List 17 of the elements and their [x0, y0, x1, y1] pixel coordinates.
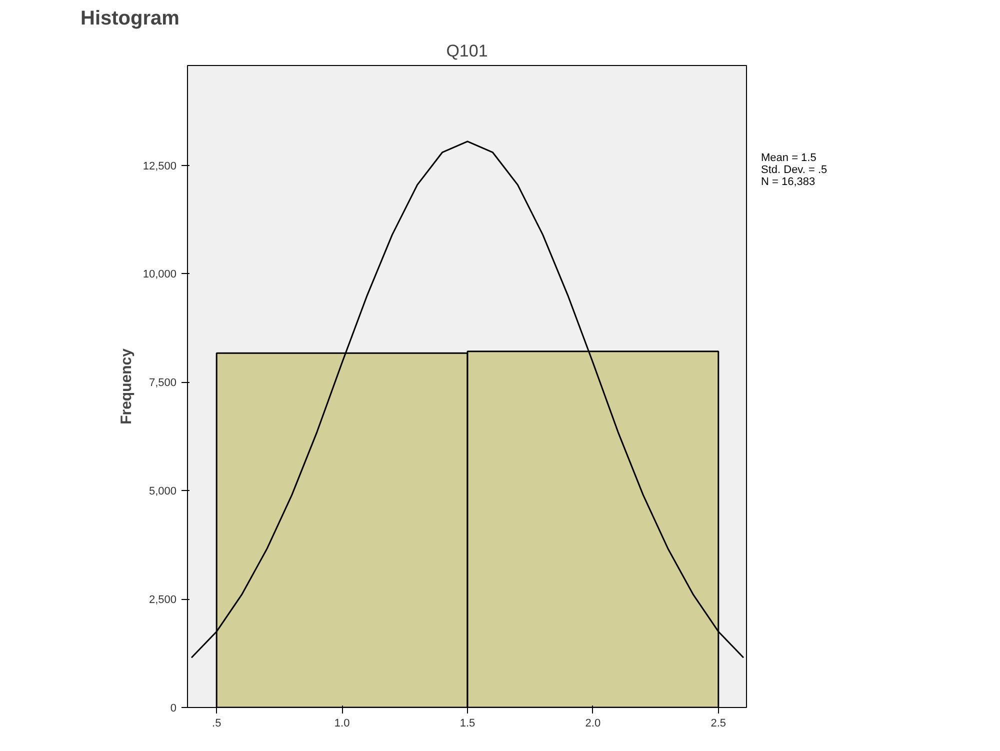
x-tick-label: 1.5 [460, 718, 476, 730]
y-tick-label: 7,500 [148, 377, 177, 390]
y-axis-title: Frequency [118, 348, 135, 424]
chart-subtitle: Q101 [446, 42, 488, 60]
x-tick-label: .5 [212, 718, 222, 730]
x-tick-label: 1.0 [334, 718, 350, 730]
x-tick-label: 2.0 [585, 718, 601, 730]
y-tick-label: 2,500 [148, 594, 177, 606]
y-tick-label: 5,000 [148, 486, 177, 498]
chart-title: Histogram [80, 8, 180, 30]
y-tick-label: 10,000 [142, 268, 177, 281]
text: Std. Dev. = .5 [761, 164, 828, 176]
text: N = 16,383 [761, 176, 816, 188]
text: Mean = 1.5 [761, 152, 816, 164]
y-tick-label: 12,500 [142, 160, 177, 172]
y-tick-label: 0 [170, 702, 177, 714]
x-tick-label: 2.5 [710, 718, 726, 730]
